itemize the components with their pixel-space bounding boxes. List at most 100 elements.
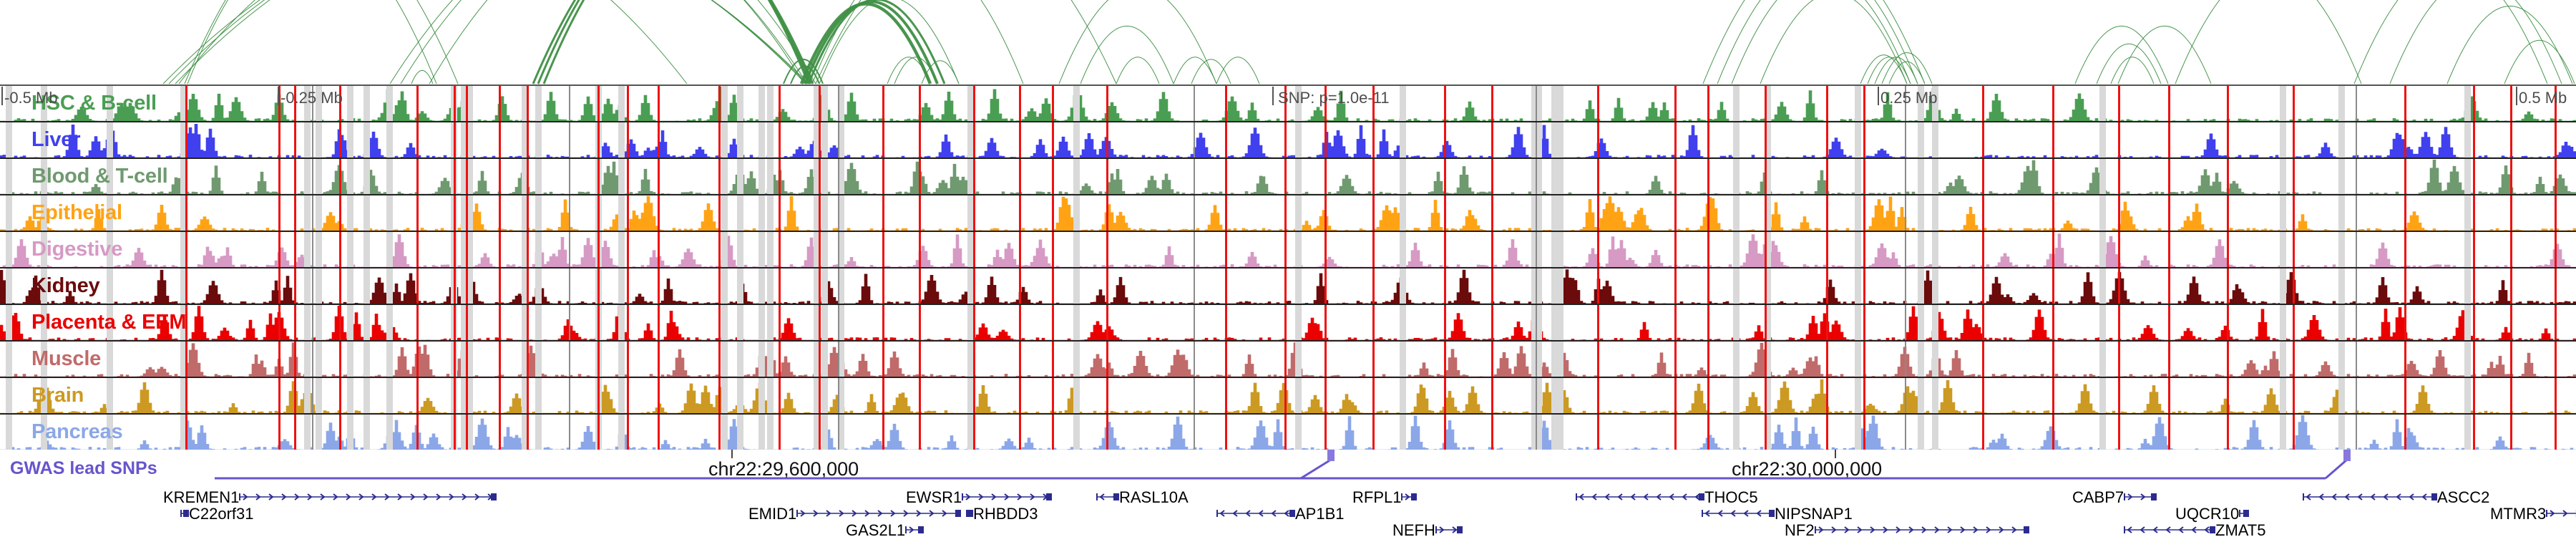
snp-tick[interactable] [527, 86, 529, 121]
snp-tick[interactable] [1052, 159, 1054, 194]
snp-tick[interactable] [2293, 378, 2295, 413]
snp-tick[interactable] [466, 415, 468, 450]
snp-tick[interactable] [919, 305, 921, 340]
snp-tick[interactable] [1372, 342, 1375, 377]
snp-tick[interactable] [2168, 378, 2170, 413]
snp-tick[interactable] [1674, 86, 1677, 121]
snp-tick[interactable] [973, 342, 975, 377]
snp-tick[interactable] [1826, 86, 1828, 121]
snp-tick[interactable] [718, 159, 721, 194]
snp-tick[interactable] [597, 195, 600, 231]
snp-tick[interactable] [1444, 305, 1446, 340]
snp-tick[interactable] [2168, 342, 2170, 377]
gene-GAS2L1[interactable]: GAS2L1 [846, 522, 924, 537]
snp-tick[interactable] [294, 195, 296, 231]
snp-tick[interactable] [838, 159, 839, 194]
snp-tick[interactable] [569, 342, 570, 377]
snp-tick[interactable] [1194, 268, 1195, 304]
snp-tick[interactable] [454, 415, 456, 450]
snp-tick[interactable] [1225, 122, 1227, 158]
snp-tick[interactable] [973, 86, 975, 121]
gene-RASL10A[interactable]: RASL10A [1096, 489, 1189, 505]
snp-tick[interactable] [627, 159, 629, 194]
snp-tick[interactable] [658, 122, 660, 158]
snp-tick[interactable] [2118, 305, 2120, 340]
snp-tick[interactable] [919, 159, 921, 194]
snp-tick[interactable] [718, 86, 721, 121]
snp-tick[interactable] [1982, 159, 1984, 194]
snp-tick[interactable] [1491, 305, 1493, 340]
snp-tick[interactable] [454, 342, 456, 377]
snp-tick[interactable] [882, 159, 884, 194]
snp-tick[interactable] [882, 122, 884, 158]
snp-tick[interactable] [499, 342, 501, 377]
snp-tick[interactable] [1225, 378, 1227, 413]
snp-tick[interactable] [1536, 378, 1537, 413]
snp-tick[interactable] [1826, 195, 1828, 231]
snp-tick[interactable] [1225, 415, 1227, 450]
snp-tick[interactable] [527, 268, 529, 304]
snp-tick[interactable] [2227, 305, 2229, 340]
snp-tick[interactable] [1444, 415, 1446, 450]
snp-tick[interactable] [2510, 268, 2512, 304]
snp-tick[interactable] [1106, 195, 1108, 231]
snp-tick[interactable] [1597, 342, 1599, 377]
snp-tick[interactable] [185, 378, 187, 413]
snp-tick[interactable] [2293, 342, 2295, 377]
snp-tick[interactable] [1863, 122, 1865, 158]
gene-AP1B1[interactable]: AP1B1 [1216, 505, 1345, 522]
signal-track-pancreas[interactable]: Pancreas [0, 415, 2576, 451]
snp-tick[interactable] [1372, 122, 1375, 158]
snp-tick[interactable] [416, 195, 419, 231]
snp-tick[interactable] [2555, 305, 2557, 340]
snp-tick[interactable] [2473, 86, 2475, 121]
snp-tick[interactable] [2052, 305, 2054, 340]
snp-tick[interactable] [779, 159, 781, 194]
snp-tick[interactable] [2118, 268, 2120, 304]
snp-tick[interactable] [2404, 159, 2406, 194]
snp-tick[interactable] [1324, 342, 1327, 377]
snp-tick[interactable] [2227, 159, 2229, 194]
snp-tick[interactable] [1863, 415, 1865, 450]
snp-tick[interactable] [1284, 305, 1287, 340]
snp-tick[interactable] [2404, 195, 2406, 231]
snp-tick[interactable] [1194, 342, 1195, 377]
snp-tick[interactable] [1491, 195, 1493, 231]
snp-tick[interactable] [2293, 232, 2295, 267]
gene-UQCR10[interactable]: UQCR10 [2175, 505, 2250, 522]
snp-tick[interactable] [312, 305, 313, 340]
snp-tick[interactable] [1674, 122, 1677, 158]
snp-tick[interactable] [1674, 378, 1677, 413]
snp-tick[interactable] [569, 415, 570, 450]
snp-tick[interactable] [1826, 378, 1828, 413]
snp-tick[interactable] [838, 305, 839, 340]
snp-tick[interactable] [2404, 305, 2406, 340]
snp-tick[interactable] [1597, 268, 1599, 304]
snp-tick[interactable] [2168, 415, 2170, 450]
snp-tick[interactable] [1225, 268, 1227, 304]
snp-tick[interactable] [1707, 305, 1709, 340]
snp-tick[interactable] [819, 342, 821, 377]
snp-tick[interactable] [1863, 86, 1865, 121]
snp-tick[interactable] [1707, 268, 1709, 304]
snp-tick[interactable] [1982, 232, 1984, 267]
snp-tick[interactable] [2118, 378, 2120, 413]
snp-tick[interactable] [2293, 268, 2295, 304]
snp-tick[interactable] [312, 122, 313, 158]
signal-track-blood-t-cell[interactable]: Blood & T-cell [0, 159, 2576, 195]
gene-RFPL1[interactable]: RFPL1 [1352, 489, 1418, 505]
snp-tick[interactable] [658, 342, 660, 377]
snp-tick[interactable] [2473, 195, 2475, 231]
snp-tick[interactable] [819, 305, 821, 340]
snp-tick[interactable] [185, 342, 187, 377]
snp-tick[interactable] [2293, 159, 2295, 194]
snp-tick[interactable] [718, 378, 721, 413]
snp-tick[interactable] [278, 122, 280, 158]
snp-tick[interactable] [1052, 305, 1054, 340]
snp-tick[interactable] [1863, 342, 1865, 377]
snp-tick[interactable] [1225, 159, 1227, 194]
snp-tick[interactable] [454, 268, 456, 304]
snp-tick[interactable] [1324, 415, 1327, 450]
snp-tick[interactable] [597, 415, 600, 450]
snp-tick[interactable] [882, 195, 884, 231]
